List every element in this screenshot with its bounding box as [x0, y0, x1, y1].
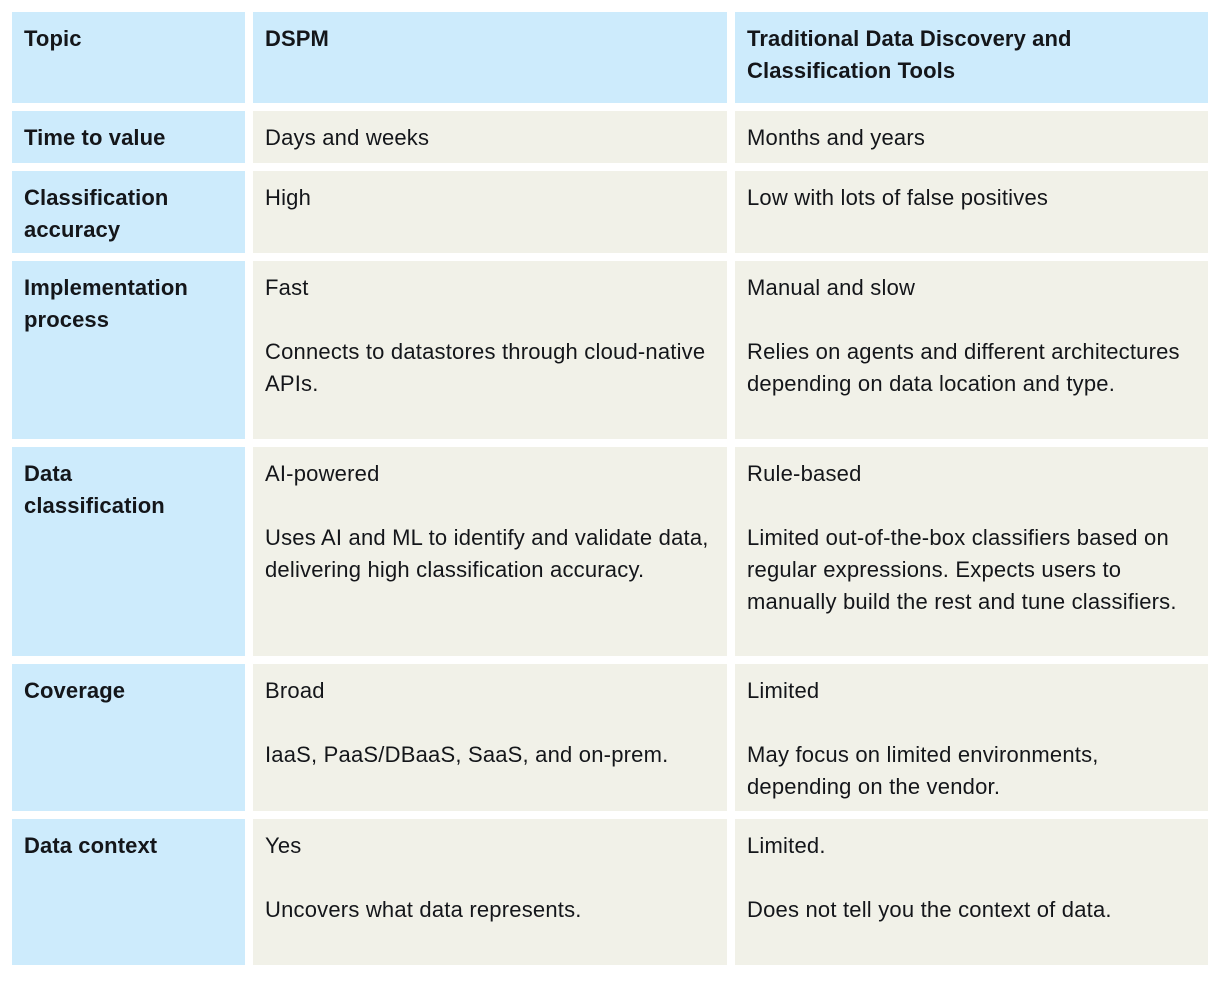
row-label-coverage: Coverage: [12, 664, 245, 811]
cell-detail: Uncovers what data represents.: [265, 897, 582, 922]
cell-detail: May focus on limited environments, depen…: [747, 742, 1099, 799]
cell-detail: Uses AI and ML to identify and validate …: [265, 525, 709, 582]
row-label-text: Implementation process: [24, 275, 188, 332]
cell-summary: Broad: [265, 678, 325, 703]
row-label-classification-accuracy: Classification accuracy: [12, 171, 245, 253]
cell-detail: IaaS, PaaS/DBaaS, SaaS, and on-prem.: [265, 742, 669, 767]
cell-dspm-data-classification: AI-powered Uses AI and ML to identify an…: [253, 447, 727, 656]
row-label-text: Time to value: [24, 125, 166, 150]
row-label-implementation-process: Implementation process: [12, 261, 245, 439]
cell-summary: Low with lots of false positives: [747, 185, 1049, 210]
cell-dspm-coverage: Broad IaaS, PaaS/DBaaS, SaaS, and on-pre…: [253, 664, 727, 811]
cell-detail: Relies on agents and different architect…: [747, 339, 1180, 396]
cell-traditional-time-to-value: Months and years: [735, 111, 1208, 163]
cell-traditional-implementation-process: Manual and slow Relies on agents and dif…: [735, 261, 1208, 439]
row-label-time-to-value: Time to value: [12, 111, 245, 163]
cell-detail: Does not tell you the context of data.: [747, 897, 1112, 922]
cell-traditional-coverage: Limited May focus on limited environment…: [735, 664, 1208, 811]
cell-summary: Fast: [265, 275, 309, 300]
row-label-text: Coverage: [24, 678, 126, 703]
header-label-dspm: DSPM: [265, 26, 329, 51]
cell-summary: Limited.: [747, 833, 826, 858]
cell-detail: Limited out-of-the-box classifiers based…: [747, 525, 1177, 614]
header-cell-dspm: DSPM: [253, 12, 727, 103]
header-label-traditional: Traditional Data Discovery and Classific…: [747, 26, 1072, 83]
row-label-text: Classification accuracy: [24, 185, 169, 242]
cell-dspm-implementation-process: Fast Connects to datastores through clou…: [253, 261, 727, 439]
row-label-text: Data context: [24, 833, 158, 858]
cell-traditional-data-classification: Rule-based Limited out-of-the-box classi…: [735, 447, 1208, 656]
cell-summary: Rule-based: [747, 461, 862, 486]
cell-dspm-data-context: Yes Uncovers what data represents.: [253, 819, 727, 965]
cell-traditional-classification-accuracy: Low with lots of false positives: [735, 171, 1208, 253]
header-cell-topic: Topic: [12, 12, 245, 103]
cell-summary: Months and years: [747, 125, 926, 150]
cell-dspm-time-to-value: Days and weeks: [253, 111, 727, 163]
row-label-data-context: Data context: [12, 819, 245, 965]
header-label-topic: Topic: [24, 26, 82, 51]
header-cell-traditional: Traditional Data Discovery and Classific…: [735, 12, 1208, 103]
cell-traditional-data-context: Limited. Does not tell you the context o…: [735, 819, 1208, 965]
cell-summary: Yes: [265, 833, 302, 858]
row-label-data-classification: Data classification: [12, 447, 245, 656]
row-label-text: Data classification: [24, 461, 165, 518]
cell-summary: AI-powered: [265, 461, 380, 486]
cell-summary: Manual and slow: [747, 275, 916, 300]
cell-summary: Limited: [747, 678, 820, 703]
cell-summary: High: [265, 185, 312, 210]
cell-summary: Days and weeks: [265, 125, 430, 150]
cell-dspm-classification-accuracy: High: [253, 171, 727, 253]
cell-detail: Connects to datastores through cloud-nat…: [265, 339, 706, 396]
